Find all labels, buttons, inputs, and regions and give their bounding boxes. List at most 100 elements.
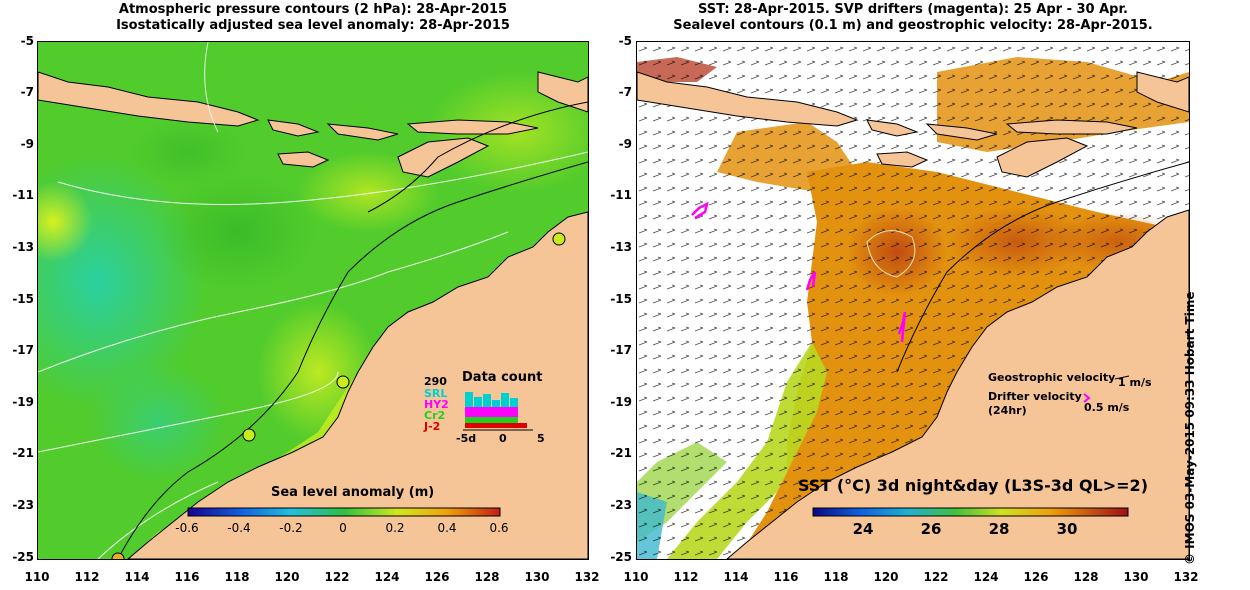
x-tick-label: 130 xyxy=(1123,570,1149,584)
x-tick-label: 126 xyxy=(424,570,450,584)
sla-colorbar-label: Sea level anomaly (m) xyxy=(271,485,435,500)
geo-velocity-scale: 1 m/s xyxy=(1118,376,1152,389)
sst-cb-tick: 26 xyxy=(920,520,942,538)
y-tick-label: -17 xyxy=(12,343,34,357)
data-count-max: 290 xyxy=(424,375,447,388)
data-count-title: Data count xyxy=(462,370,543,385)
sla-yellow-anomaly xyxy=(38,182,93,262)
sla-cb-tick: 0 xyxy=(339,521,347,535)
y-tick-label: -15 xyxy=(610,292,632,306)
tide-gauge-marker xyxy=(552,232,566,246)
sat-hy2: HY2 xyxy=(424,398,449,411)
drifter-track xyxy=(897,311,907,343)
drifter-velocity-sub: (24hr) xyxy=(988,404,1027,417)
drifter-track xyxy=(691,201,709,220)
y-tick-label: -13 xyxy=(610,240,632,254)
tide-gauge-marker xyxy=(336,375,350,389)
y-tick-label: -21 xyxy=(12,446,34,460)
x-tick-label: 120 xyxy=(274,570,300,584)
drifter-track xyxy=(805,271,817,291)
sst-cb-tick: 30 xyxy=(1056,520,1078,538)
x-tick-label: 122 xyxy=(324,570,350,584)
geo-scale-arrow xyxy=(1114,375,1130,380)
x-tick-label: 122 xyxy=(923,570,949,584)
y-tick-label: -23 xyxy=(12,498,34,512)
x-tick-label: 132 xyxy=(1173,570,1199,584)
x-tick-label: 124 xyxy=(973,570,999,584)
x-tick-label: 132 xyxy=(574,570,600,584)
left-title-line2: Isostatically adjusted sea level anomaly… xyxy=(116,18,510,33)
sla-cb-tick: 0.2 xyxy=(385,521,405,535)
x-tick-label: 124 xyxy=(374,570,400,584)
sla-cb-tick: -0.6 xyxy=(175,521,199,535)
tide-gauge-marker xyxy=(111,552,125,559)
x-tick-label: 118 xyxy=(224,570,250,584)
x-tick-label: 126 xyxy=(1023,570,1049,584)
sat-j2: J-2 xyxy=(424,420,441,433)
java-island xyxy=(38,71,260,127)
data-count-inset xyxy=(463,384,533,434)
data-count-xtick: 5 xyxy=(537,432,545,445)
x-tick-label: 114 xyxy=(723,570,749,584)
x-tick-label: 110 xyxy=(623,570,649,584)
timor-island xyxy=(397,137,490,178)
sla-cb-tick: -0.2 xyxy=(279,521,303,535)
sla-cb-tick: -0.4 xyxy=(227,521,251,535)
y-tick-label: -19 xyxy=(12,395,34,409)
sat-srl: SRL xyxy=(424,387,448,400)
tide-gauge-marker xyxy=(242,428,256,442)
drifter-scale-arrow xyxy=(1083,393,1091,403)
pressure-contour xyxy=(57,151,588,205)
y-tick-label: -15 xyxy=(12,292,34,306)
y-tick-label: -7 xyxy=(618,85,632,99)
copyright-notice: © IMOS 03-May-2015 09:33 Hobart Time xyxy=(1183,291,1197,565)
y-tick-label: -5 xyxy=(618,34,632,48)
sumba-island xyxy=(277,151,330,168)
left-panel-title: Atmospheric pressure contours (2 hPa): 2… xyxy=(38,2,588,34)
drifter-velocity-label: Drifter velocity xyxy=(988,390,1082,403)
sumba-island xyxy=(876,151,929,168)
sat-cr2: Cr2 xyxy=(424,409,446,422)
sla-cb-tick: 0.6 xyxy=(489,521,509,535)
x-tick-label: 128 xyxy=(474,570,500,584)
x-tick-label: 110 xyxy=(24,570,50,584)
sla-contour xyxy=(117,161,588,559)
right-title-line2: Sealevel contours (0.1 m) and geostrophi… xyxy=(673,18,1153,33)
y-tick-label: -19 xyxy=(610,395,632,409)
sla-cb-tick: 0.4 xyxy=(437,521,457,535)
y-tick-label: -5 xyxy=(20,34,34,48)
left-title-line1: Atmospheric pressure contours (2 hPa): 2… xyxy=(118,2,508,17)
sst-cb-tick: 24 xyxy=(852,520,874,538)
y-tick-label: -9 xyxy=(20,137,34,151)
data-count-xtick: -5d xyxy=(456,432,477,445)
x-tick-label: 112 xyxy=(74,570,100,584)
sea-level-contour xyxy=(896,161,1189,373)
y-tick-label: -11 xyxy=(12,188,34,202)
java-island xyxy=(637,71,859,127)
sst-colorbar-label: SST (°C) 3d night&day (L3S-3d QL>=2) xyxy=(798,476,1148,495)
timor-island xyxy=(996,137,1089,178)
y-tick-label: -11 xyxy=(610,188,632,202)
y-tick-label: -7 xyxy=(20,85,34,99)
y-tick-label: -23 xyxy=(610,498,632,512)
sst-cb-tick: 28 xyxy=(988,520,1010,538)
y-tick-label: -17 xyxy=(610,343,632,357)
y-tick-label: -21 xyxy=(610,446,632,460)
sla-colorbar xyxy=(187,507,501,517)
y-tick-label: -25 xyxy=(12,550,34,564)
y-tick-label: -13 xyxy=(12,240,34,254)
x-tick-label: 116 xyxy=(773,570,799,584)
right-title-line1: SST: 28-Apr-2015. SVP drifters (magenta)… xyxy=(698,2,1128,17)
sst-map xyxy=(636,41,1190,560)
drifter-velocity-scale: 0.5 m/s xyxy=(1084,401,1130,414)
x-tick-label: 116 xyxy=(174,570,200,584)
x-tick-label: 114 xyxy=(124,570,150,584)
geo-velocity-label: Geostrophic velocity xyxy=(988,371,1116,384)
x-tick-label: 128 xyxy=(1073,570,1099,584)
y-tick-label: -9 xyxy=(618,137,632,151)
x-tick-label: 120 xyxy=(873,570,899,584)
right-panel-title: SST: 28-Apr-2015. SVP drifters (magenta)… xyxy=(637,2,1189,34)
sst-colorbar xyxy=(812,507,1129,517)
australia-land xyxy=(726,209,1189,559)
x-tick-label: 118 xyxy=(823,570,849,584)
